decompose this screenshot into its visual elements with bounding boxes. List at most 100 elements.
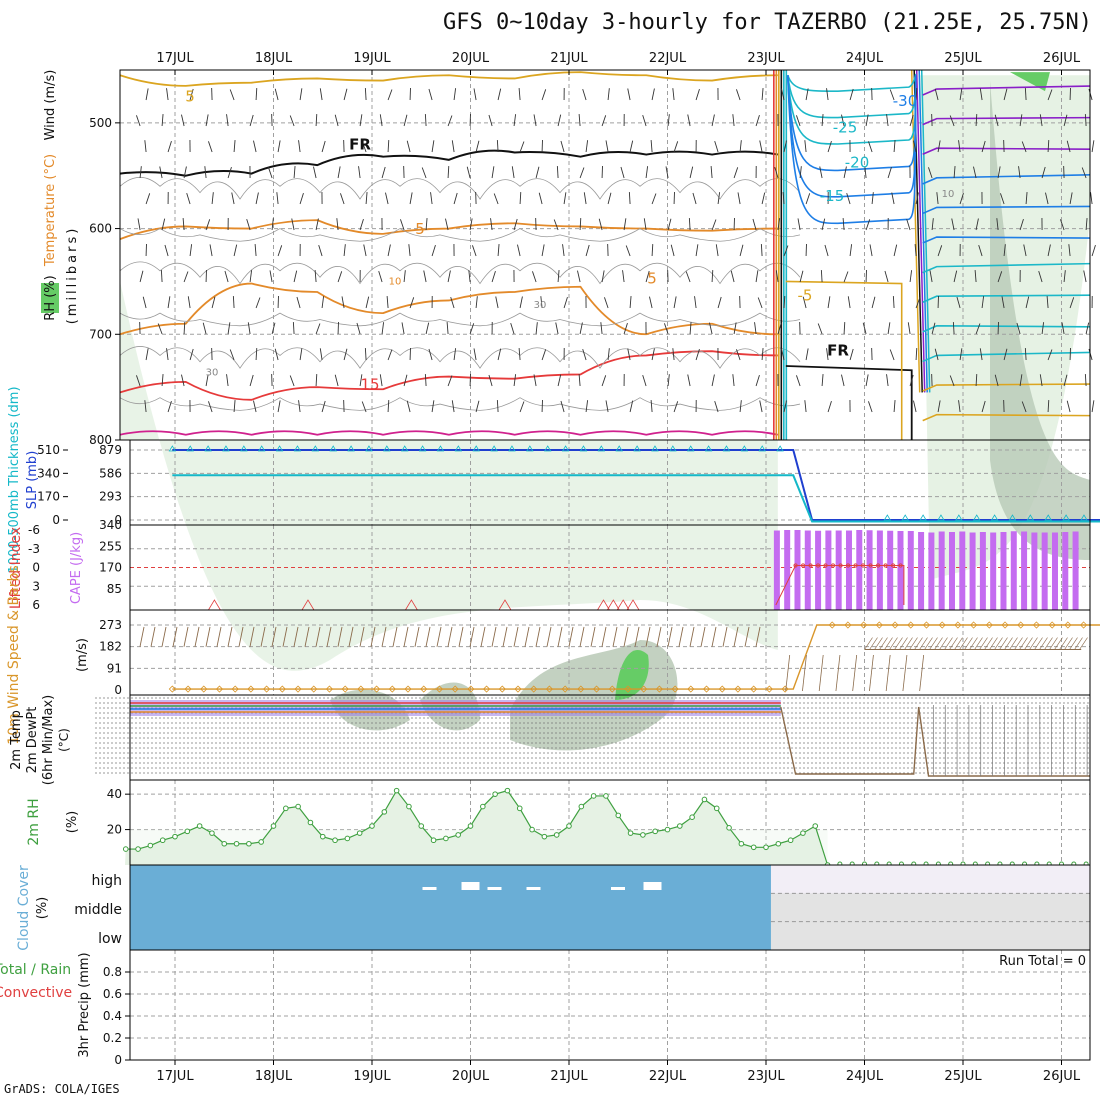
cape-bar	[1021, 531, 1028, 610]
wind-barb	[869, 637, 878, 650]
wind-speed-marker	[1017, 621, 1025, 629]
axis-label-part: 1000-500mb Thickness (dm)	[7, 386, 22, 573]
wind-barb	[929, 270, 933, 283]
wind-barb	[183, 322, 186, 335]
cloud-gap	[526, 887, 541, 890]
discontinuity-line	[915, 69, 926, 393]
wind-barb	[249, 270, 253, 283]
wind-barb	[431, 140, 435, 153]
wind-speed-marker	[844, 621, 852, 629]
wind-barb	[406, 400, 411, 413]
millibars-axis-label: (millibars)	[65, 226, 80, 325]
wind-barb	[989, 637, 998, 650]
rh2m-marker	[541, 833, 548, 840]
rh2m-marker	[406, 803, 412, 810]
precip-tick-label: 0.4	[103, 1009, 122, 1023]
cape-bar	[794, 530, 801, 610]
thickness-marker	[883, 514, 892, 521]
rh2m-marker	[578, 803, 585, 810]
wind-barb	[365, 192, 368, 205]
wind-barb	[446, 322, 449, 335]
precip-convective-label: Convective	[0, 985, 72, 1001]
wind-barb	[994, 637, 1003, 650]
wind-speed-marker	[970, 621, 978, 629]
wind-speed-marker	[435, 685, 443, 693]
cape-tick-label: 340	[99, 518, 122, 532]
isotherm-line	[922, 236, 1091, 244]
wind-barb	[139, 626, 145, 647]
thickness-marker	[687, 445, 695, 452]
cape-bar	[918, 532, 925, 610]
wind-barb	[172, 626, 178, 647]
wind-barb	[672, 348, 675, 361]
slp-axis-label: SLP (mb)	[25, 451, 40, 510]
wind-barb	[189, 88, 194, 101]
wind-barb	[802, 296, 807, 309]
wind-barb	[914, 637, 923, 650]
wind-barb	[298, 400, 301, 413]
wind-speed-marker	[687, 685, 695, 693]
wind-speed-marker	[231, 685, 239, 693]
wind-barb	[271, 322, 276, 335]
wind-barb	[510, 322, 515, 335]
wind-barb	[975, 323, 981, 335]
slp-series-line	[172, 474, 1100, 523]
wind-barb	[340, 193, 345, 205]
li-marker	[890, 563, 896, 568]
wind-barb	[182, 218, 185, 231]
wind-barb	[958, 400, 961, 413]
thickness-marker	[204, 445, 212, 452]
isotherm-line	[787, 73, 917, 92]
wind-barb	[667, 374, 670, 387]
wind-barb	[722, 626, 728, 647]
thickness-marker	[1080, 514, 1088, 521]
wind-barb	[817, 323, 823, 335]
wind-barb	[453, 88, 457, 101]
wind-barb	[981, 400, 986, 413]
rh2m-marker	[430, 837, 437, 844]
rh2m-marker	[455, 832, 461, 838]
wind-barb	[730, 270, 735, 283]
wind-speed-marker	[750, 685, 758, 693]
wind-barb	[1069, 297, 1075, 309]
thickness-marker	[186, 445, 194, 452]
thickness-marker	[651, 445, 659, 452]
wind-barb	[909, 114, 914, 127]
wind-barb	[370, 626, 376, 647]
wind-barb	[804, 140, 807, 153]
wind-barb	[736, 349, 741, 361]
wind-barb	[607, 348, 610, 361]
cape-bar	[856, 530, 863, 610]
rh-band-70	[615, 650, 649, 700]
wind-tick-label: 273	[99, 618, 122, 632]
wind-barb	[649, 296, 653, 309]
wind-barb	[958, 140, 961, 153]
wind-barb	[842, 218, 845, 231]
isotherm-line	[922, 294, 1091, 303]
wind-barb	[868, 141, 873, 153]
wind-barb	[997, 166, 1001, 179]
wind-barb	[166, 348, 169, 361]
wind-barb	[145, 88, 149, 101]
wind-barb	[974, 637, 983, 650]
wind-barb	[864, 637, 873, 650]
wind-barb	[277, 245, 283, 257]
wind-barb	[447, 166, 450, 179]
wind-barb	[824, 244, 829, 257]
wind-barb	[783, 296, 786, 309]
wind-speed-marker	[420, 685, 428, 693]
wind-barb	[759, 400, 763, 413]
wind-barb	[937, 140, 941, 153]
wind-barb	[513, 218, 518, 231]
wind-barb	[406, 140, 411, 153]
wind-barb	[902, 654, 908, 692]
wind-speed-marker	[891, 621, 899, 629]
wind-speed-marker	[1064, 621, 1072, 629]
bottom-day-label: 22JUL	[649, 1069, 687, 1084]
wind-barb	[535, 166, 540, 179]
contour-label: 5	[185, 88, 195, 106]
wind-barb	[869, 244, 873, 257]
wind-barb	[293, 270, 298, 283]
top-day-label: 21JUL	[550, 51, 588, 66]
top-day-label: 18JUL	[255, 51, 293, 66]
